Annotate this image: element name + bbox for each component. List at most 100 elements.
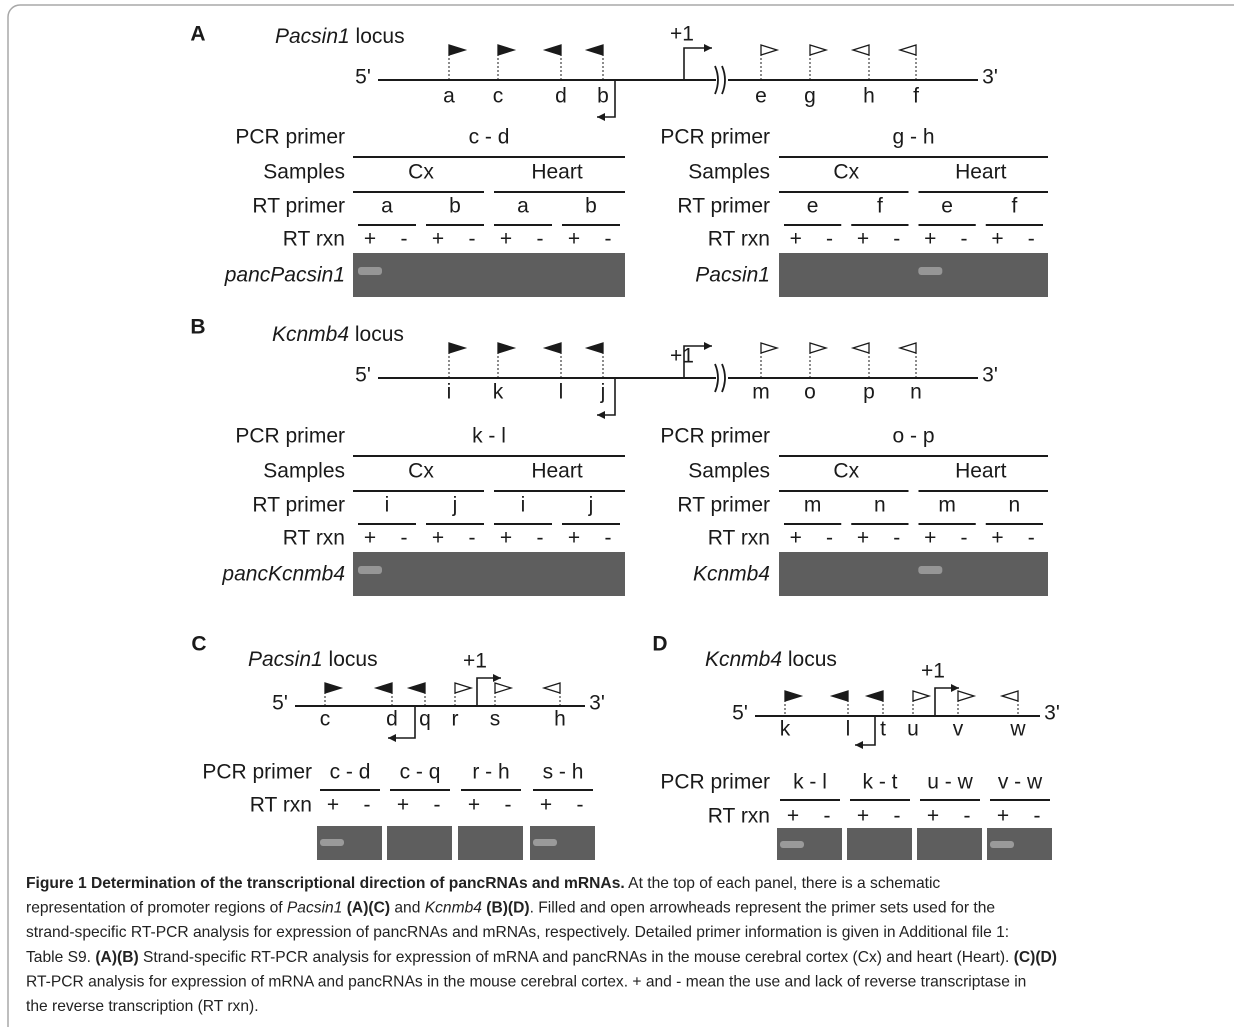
pcr-primer: c - d [469, 126, 510, 149]
locus-gene: Kcnmb4 [272, 323, 349, 346]
primer-label: t [880, 718, 886, 741]
rt-rxn: + [997, 805, 1009, 828]
gel [779, 552, 1048, 596]
sample: Heart [531, 460, 583, 483]
row-label: PCR primer [660, 425, 770, 448]
gel-band [358, 566, 382, 574]
gel-label: pancKcnmb4 [221, 563, 345, 586]
rt-rxn: - [537, 228, 544, 251]
locus-title: Kcnmb4 locus [272, 323, 404, 346]
pcr-primer: u - w [927, 771, 973, 794]
row-label: RT rxn [708, 228, 770, 251]
rt-primer: a [517, 195, 529, 218]
row-label: RT rxn [283, 228, 345, 251]
gel [387, 826, 452, 860]
primer-label: q [419, 708, 431, 731]
gel-band [990, 841, 1014, 848]
primer-label: r [452, 708, 459, 731]
gel-band [533, 839, 557, 846]
caption-run: Kcnmb4 [425, 900, 483, 917]
rt-rxn: + [432, 527, 444, 550]
rt-rxn: - [1028, 527, 1035, 550]
pcr-primer: k - l [793, 771, 827, 794]
primer-label: a [443, 85, 455, 108]
five-prime: 5' [272, 692, 288, 715]
rt-rxn: - [469, 527, 476, 550]
primer-label: n [910, 381, 922, 404]
caption-run: Figure 1 Determination of the transcript… [26, 875, 625, 892]
locus-title: Kcnmb4 locus [705, 648, 837, 671]
rt-primer: f [1011, 195, 1017, 218]
panel-letter: B [190, 316, 205, 339]
rt-rxn: + [327, 794, 339, 817]
locus-suffix: locus [323, 648, 378, 671]
primer-label: k [493, 381, 504, 404]
five-prime: 5' [355, 364, 371, 387]
rt-primer: i [385, 494, 390, 517]
caption-run: (A)(C) [347, 900, 390, 917]
caption-line: strand-specific RT-PCR analysis for expr… [26, 924, 1009, 941]
primer-label: s [490, 708, 501, 731]
row-label: RT rxn [708, 805, 770, 828]
pcr-primer: r - h [472, 761, 509, 784]
caption-run: representation of promoter regions of [26, 900, 287, 917]
pcr-primer: k - t [863, 771, 898, 794]
caption-run: strand-specific RT-PCR analysis for expr… [26, 924, 1009, 941]
rt-rxn: - [893, 228, 900, 251]
row-label: RT primer [677, 494, 770, 517]
locus-gene: Pacsin1 [248, 648, 323, 671]
gel [353, 552, 625, 596]
five-prime: 5' [732, 702, 748, 725]
tss-label: +1 [670, 345, 694, 368]
rt-rxn: + [364, 228, 376, 251]
primer-label: o [804, 381, 816, 404]
tss-label: +1 [670, 23, 694, 46]
rt-rxn: - [1034, 805, 1041, 828]
rt-rxn: + [857, 228, 869, 251]
rt-rxn: - [960, 527, 967, 550]
primer-label: c [493, 85, 504, 108]
rt-primer: b [449, 195, 461, 218]
rt-rxn: - [894, 805, 901, 828]
locus-suffix: locus [349, 323, 404, 346]
caption-run: . Filled and open arrowheads represent t… [530, 900, 995, 917]
rt-rxn: + [540, 794, 552, 817]
rt-rxn: + [468, 794, 480, 817]
three-prime: 3' [982, 364, 998, 387]
locus-suffix: locus [782, 648, 837, 671]
caption-run: (C)(D) [1014, 949, 1057, 966]
tss-label: +1 [463, 650, 487, 673]
locus-gene: Pacsin1 [275, 25, 350, 48]
row-label: Samples [688, 460, 770, 483]
rt-rxn: - [964, 805, 971, 828]
row-label: Samples [688, 161, 770, 184]
rt-rxn: - [469, 228, 476, 251]
rt-rxn: + [927, 805, 939, 828]
gel-label: pancPacsin1 [224, 264, 345, 287]
rt-rxn: + [857, 805, 869, 828]
primer-label: i [447, 381, 452, 404]
primer-label: j [600, 381, 606, 404]
row-label: PCR primer [660, 771, 770, 794]
row-label: PCR primer [202, 761, 312, 784]
gel [847, 828, 912, 860]
primer-label: m [752, 381, 770, 404]
figure-frame [8, 5, 1234, 1027]
row-label: RT primer [252, 494, 345, 517]
gel-label: Kcnmb4 [693, 563, 770, 586]
figure: APacsin1 locus5'3'+1acdbeghfPCR primerSa… [0, 0, 1234, 1027]
row-label: RT primer [252, 195, 345, 218]
rt-rxn: - [401, 228, 408, 251]
rt-rxn: - [505, 794, 512, 817]
locus-suffix: locus [350, 25, 405, 48]
primer-label: g [804, 85, 816, 108]
caption-run: Table S9. [26, 949, 95, 966]
primer-label: w [1009, 718, 1026, 741]
row-label: RT rxn [283, 527, 345, 550]
locus-gene: Kcnmb4 [705, 648, 782, 671]
five-prime: 5' [355, 66, 371, 89]
rt-rxn: - [577, 794, 584, 817]
rt-primer: n [874, 494, 886, 517]
rt-rxn: + [924, 527, 936, 550]
gel [353, 253, 625, 297]
